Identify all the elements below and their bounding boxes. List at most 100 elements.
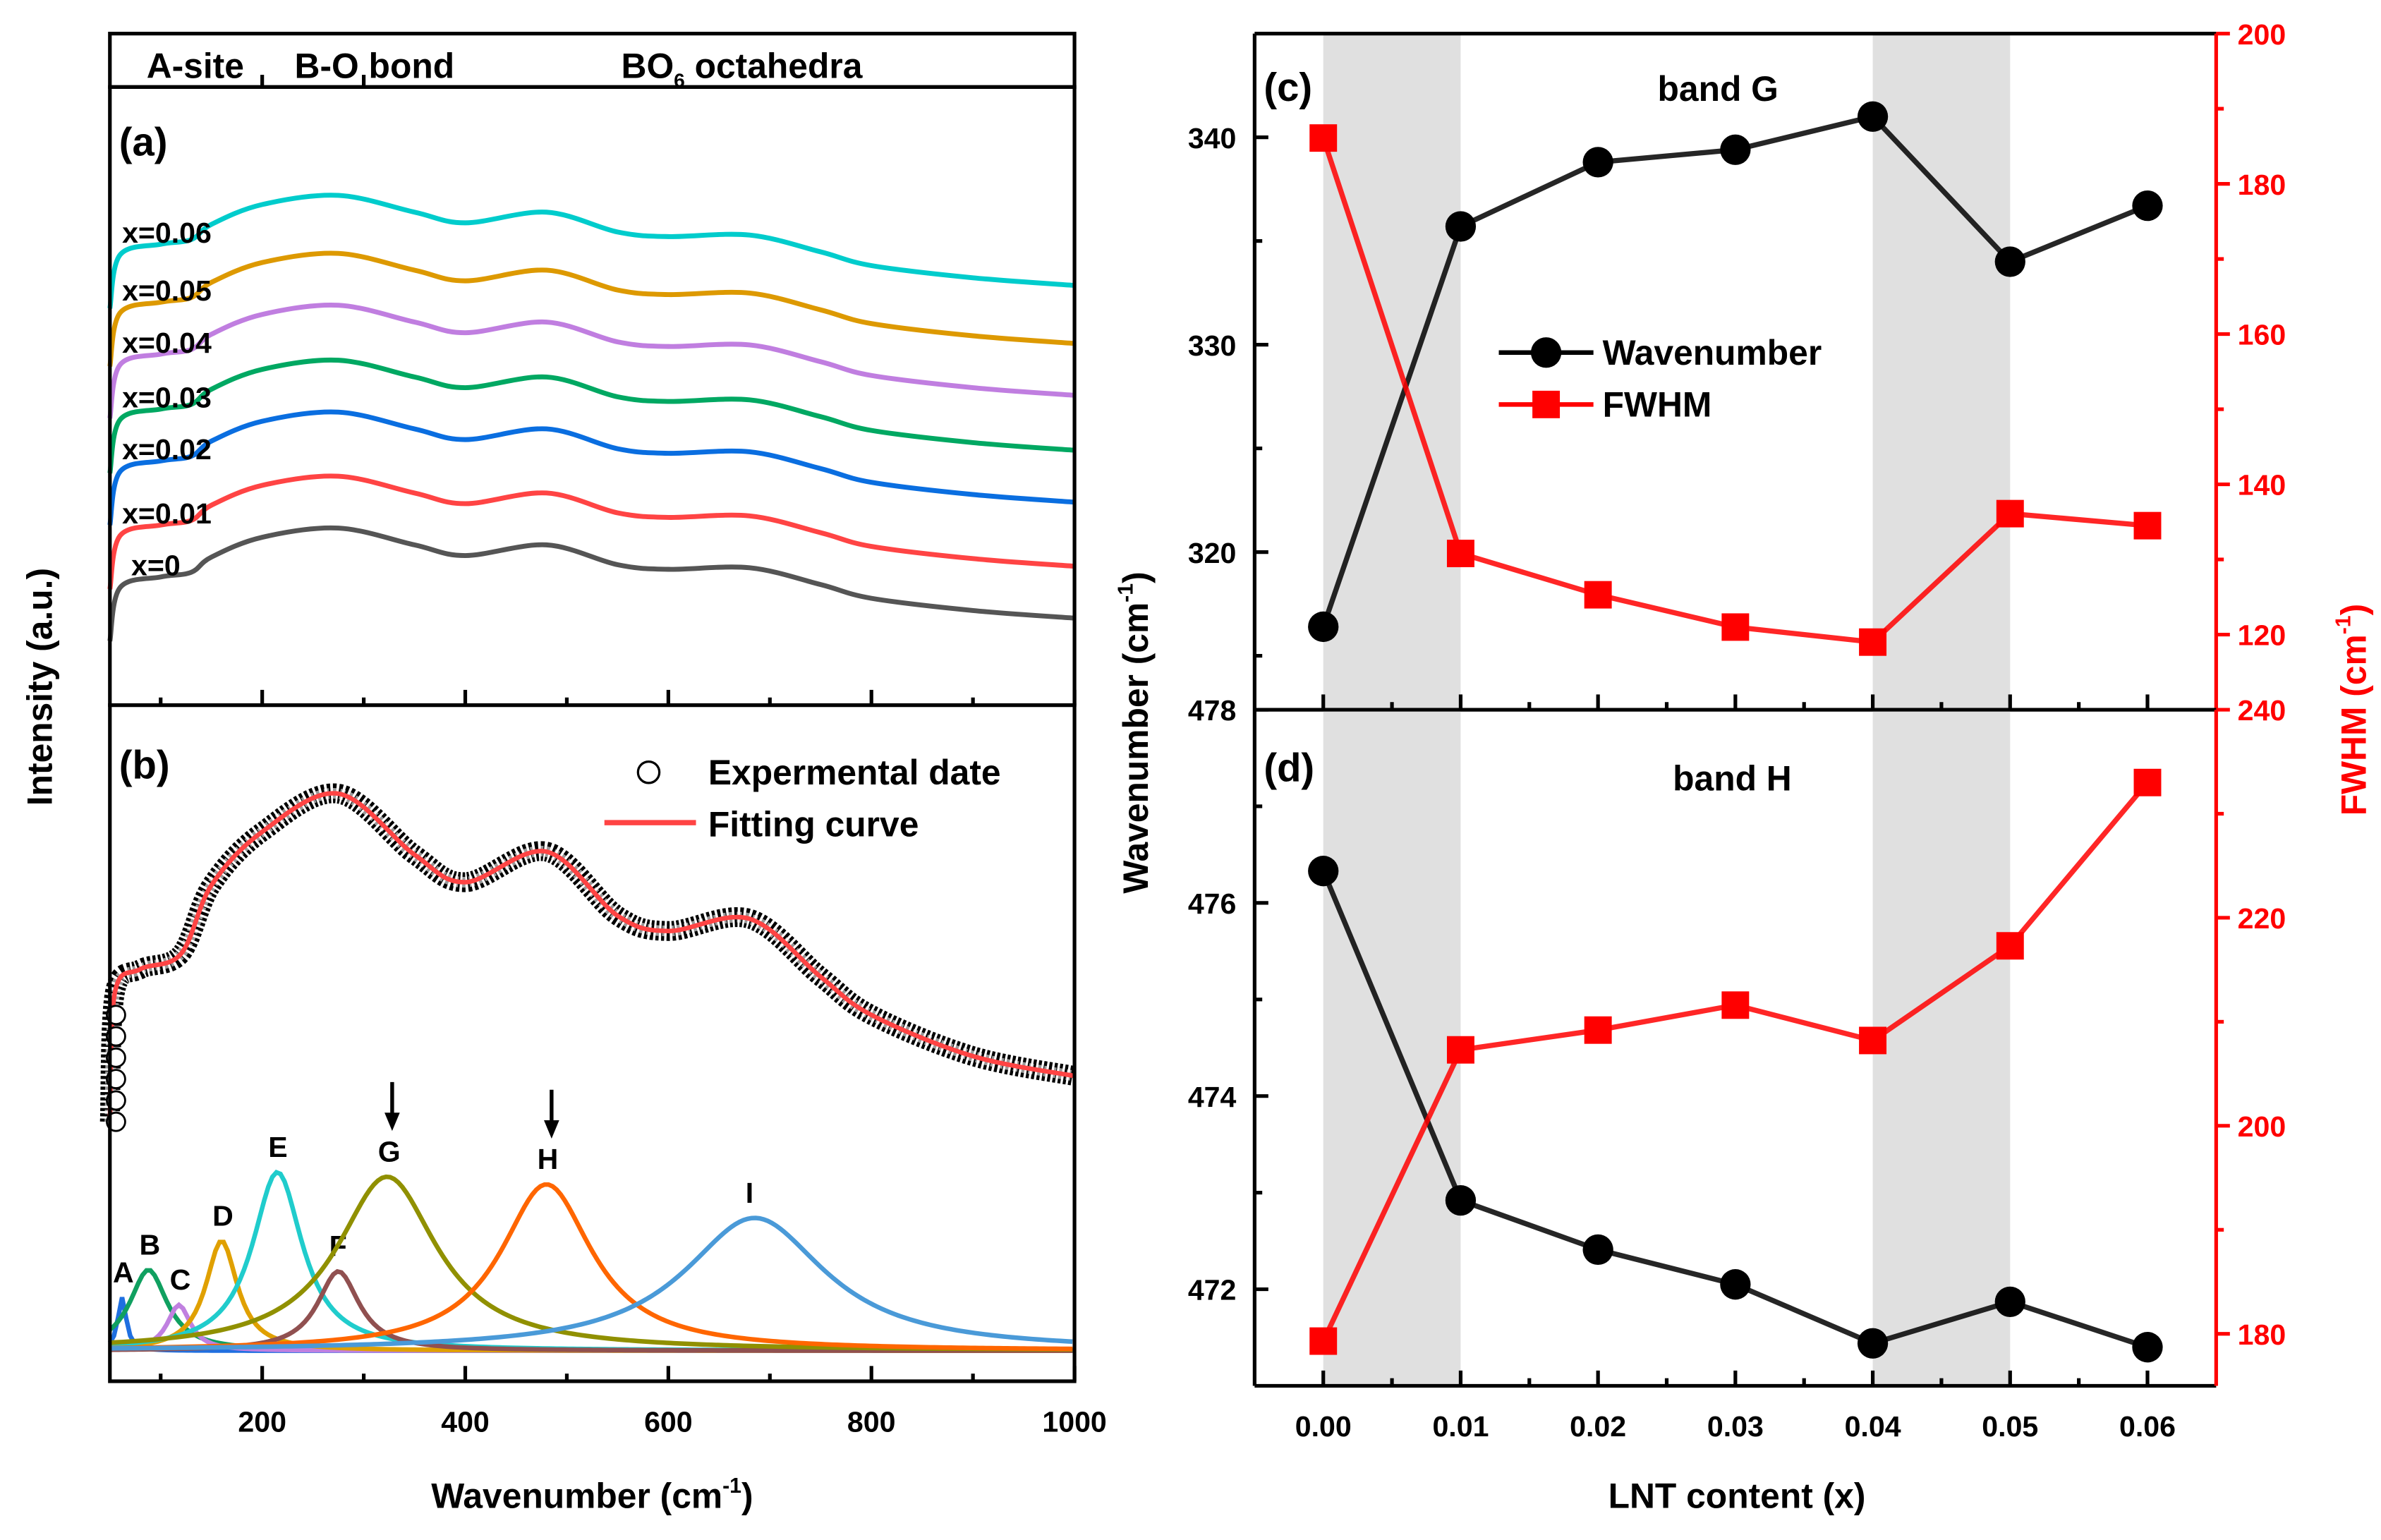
fwhm-point	[2133, 768, 2162, 796]
legend-label-wavenumber: Wavenumber	[1603, 333, 1822, 372]
y-tick-label-left: 478	[1188, 694, 1237, 727]
y-tick-label-right: 180	[2238, 169, 2286, 201]
panel-label-d: (d)	[1264, 746, 1314, 790]
panel-a-frame	[108, 85, 1077, 708]
wavenumber-point	[1582, 1234, 1613, 1266]
legend-label-experimental: Expermental date	[708, 753, 1001, 792]
panel-d: 472 474 476 478 180 200 220 240 0.00 0.01 0.02 0.03…	[1188, 694, 2286, 1443]
wavenumber-point	[2132, 190, 2163, 222]
experimental-data-markers	[99, 783, 1077, 1122]
region-a-site: A-site	[147, 46, 244, 85]
wavenumber-point	[1994, 1286, 2025, 1317]
y-axis-label-intensity: Intensity (a.u.)	[20, 568, 60, 806]
wavenumber-point	[1994, 246, 2025, 277]
fwhm-point	[1584, 1016, 1612, 1044]
peak-label: H	[538, 1143, 559, 1175]
peak-label: E	[268, 1131, 287, 1163]
fwhm-point	[1446, 540, 1474, 568]
xlabel-main: Wavenumber (cm	[431, 1477, 722, 1516]
legend-marker-wavenumber	[1530, 337, 1562, 368]
shaded-region	[1872, 33, 2011, 710]
fwhm-label-end: )	[2334, 604, 2373, 616]
ylabel-sup: -1	[1114, 583, 1137, 602]
x-tick-label: 0.05	[1982, 1410, 2038, 1443]
band-g-title: band G	[1658, 69, 1779, 109]
y-tick-label-left: 330	[1188, 329, 1237, 362]
fwhm-point	[2133, 511, 2162, 540]
fwhm-label-main: FWHM (cm	[2334, 634, 2373, 816]
wavenumber-point	[1308, 856, 1339, 887]
panel-label-c: (c)	[1264, 65, 1312, 109]
xlabel-sup: -1	[722, 1474, 741, 1498]
x-tick-label: 200	[238, 1405, 286, 1438]
shaded-region	[1323, 33, 1461, 710]
arrow-head	[544, 1120, 559, 1139]
region-rest-text: octahedra	[685, 46, 863, 85]
wavenumber-point	[1308, 611, 1339, 643]
wavenumber-point	[1720, 1269, 1751, 1300]
y-tick-label-right: 160	[2238, 319, 2286, 351]
region-b-o-bond: B-O bond	[295, 46, 455, 85]
x-tick-label: 800	[847, 1405, 896, 1438]
legend-label-fwhm: FWHM	[1603, 385, 1712, 425]
peak-component-I	[109, 1215, 1073, 1351]
panel-label-b: (b)	[119, 742, 170, 787]
x-tick-label: 0.01	[1432, 1410, 1489, 1443]
wavenumber-point	[2132, 1332, 2163, 1363]
arrow-head	[384, 1112, 400, 1132]
panel-b-frame	[108, 703, 1077, 1383]
fwhm-point	[1584, 581, 1612, 609]
y-tick-label-right: 200	[2238, 1110, 2286, 1143]
x-tick-label: 0.02	[1570, 1410, 1626, 1443]
wavenumber-point	[1445, 211, 1477, 242]
y-tick-label-right: 240	[2238, 694, 2286, 727]
panel-c: 320 330 340 120 140 160 180 200	[1188, 18, 2286, 712]
series-label: x=0.06	[122, 217, 212, 249]
fwhm-point	[1996, 932, 2024, 960]
x-tick-label: 400	[441, 1405, 490, 1438]
y-tick-label-left: 472	[1188, 1274, 1237, 1306]
fwhm-point	[1721, 613, 1750, 641]
y-tick-label-left: 320	[1188, 537, 1237, 569]
y-tick-label-right: 220	[2238, 902, 2286, 935]
peak-component-H	[109, 1182, 1073, 1352]
region-header-box	[108, 32, 1077, 89]
x-tick-label: 0.03	[1707, 1410, 1764, 1443]
fwhm-point	[1309, 124, 1338, 152]
ylabel-main: Wavenumber (cm	[1116, 602, 1156, 894]
ylabel-end: )	[1116, 571, 1156, 583]
peak-label: B	[139, 1228, 160, 1261]
shaded-region	[1323, 710, 1461, 1386]
x-tick-label: 600	[644, 1405, 693, 1438]
xlabel-end: )	[741, 1477, 753, 1516]
y-axis-label-wavenumber: Wavenumber (cm-1)	[1114, 571, 1156, 893]
y-axis-label-fwhm: FWHM (cm-1)	[2332, 604, 2374, 816]
spectrum-line	[107, 409, 1075, 526]
series-label: x=0.04	[122, 327, 212, 359]
spectrum-line	[107, 357, 1075, 474]
spectrum-line	[107, 473, 1075, 590]
spectrum-line	[107, 525, 1075, 642]
peak-label: G	[378, 1135, 401, 1168]
wavenumber-point	[1582, 147, 1613, 178]
series-label: x=0.03	[122, 382, 212, 414]
series-label: x=0	[131, 550, 181, 582]
peak-label: I	[746, 1177, 753, 1209]
legend-marker-fwhm	[1532, 390, 1561, 418]
series-label: x=0.05	[122, 274, 212, 307]
peak-label: A	[113, 1256, 134, 1288]
wavenumber-point	[1857, 101, 1889, 132]
x-tick-label: 0.04	[1845, 1410, 1901, 1443]
fwhm-point	[1859, 1026, 1887, 1055]
series-label: x=0.01	[122, 497, 212, 530]
fitting-curve	[107, 791, 1075, 1122]
panel-a: x=0 x=0.01 x=0.02 x=0.03 x=0.04 x=0.05 x=0.06	[107, 32, 1077, 708]
y-tick-label-right: 180	[2238, 1318, 2286, 1351]
y-tick-label-right: 200	[2238, 18, 2286, 51]
legend-marker-experimental	[636, 760, 661, 784]
x-tick-label: 0.06	[2119, 1410, 2176, 1443]
band-h-title: band H	[1673, 759, 1792, 799]
panel-label-a: (a)	[119, 120, 168, 164]
fwhm-label-sup: -1	[2332, 615, 2356, 634]
